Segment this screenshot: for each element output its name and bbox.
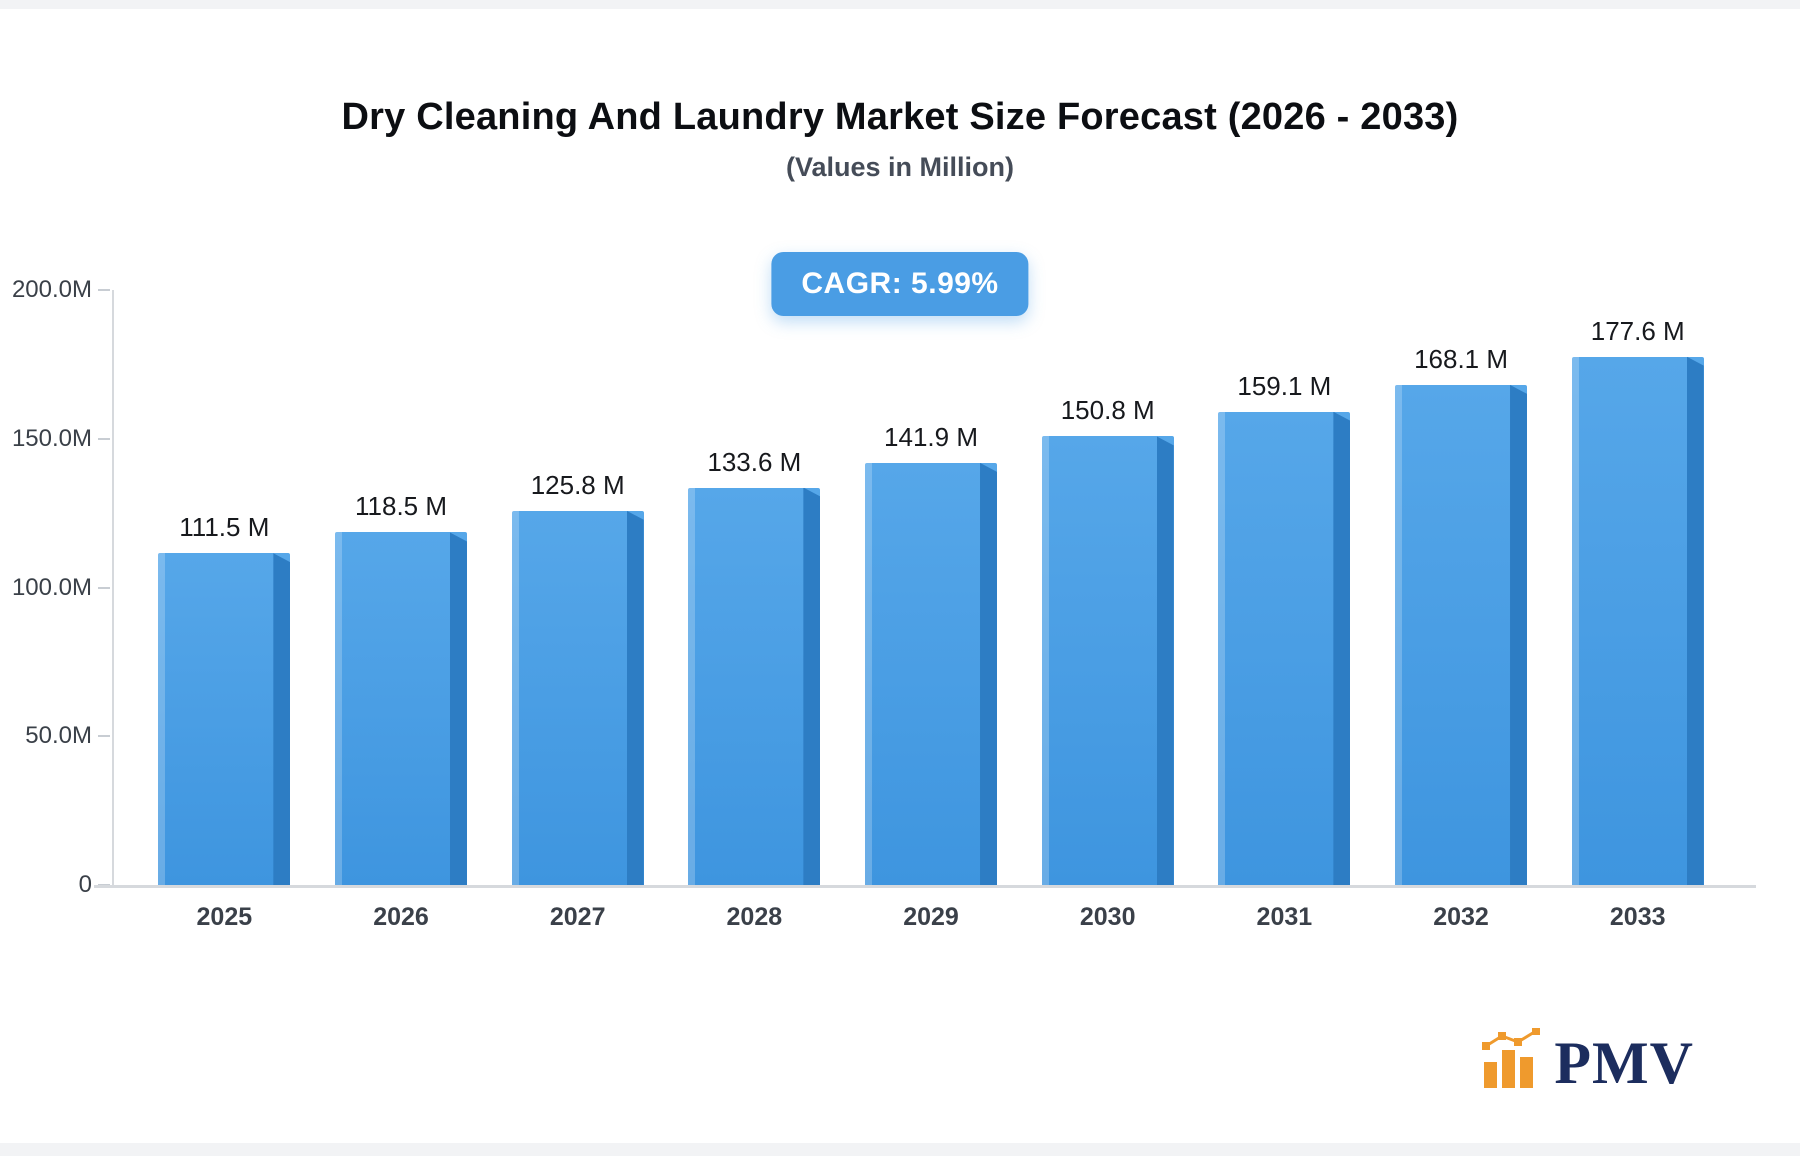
y-axis-tick-label: 200.0M [11, 276, 92, 303]
bar [335, 532, 467, 885]
bar [1571, 356, 1704, 886]
bar-group: 133.6 M [666, 290, 843, 886]
bar-group: 118.5 M [313, 290, 490, 885]
y-axis-tick-label: 50.0M [25, 722, 92, 750]
bottom-edge-strip [0, 1143, 1800, 1156]
x-axis-label: 2025 [196, 903, 253, 931]
bar-group: 159.1 M [1196, 290, 1373, 886]
y-axis-tick-mark [98, 437, 110, 440]
y-axis-tick-mark [98, 586, 110, 589]
bar-value-label: 168.1 M [1414, 343, 1509, 374]
bar-value-label: 125.8 M [530, 469, 625, 500]
cagr-badge: CAGR: 5.99% [771, 252, 1029, 316]
bar [688, 487, 821, 886]
bar-group: 141.9 M [843, 290, 1020, 886]
bar [158, 553, 291, 885]
y-axis-tick-label: 150.0M [11, 424, 92, 452]
bar-value-label: 133.6 M [707, 446, 802, 477]
x-axis-label: 2027 [549, 903, 606, 931]
y-axis-tick-mark [98, 884, 110, 886]
y-axis-tick-label: 100.0M [11, 573, 92, 601]
bar-group: 177.6 M [1549, 290, 1726, 886]
chart-title: Dry Cleaning And Laundry Market Size For… [341, 96, 1459, 138]
bar-value-label: 150.8 M [1060, 395, 1155, 426]
y-axis-tick-mark [98, 735, 110, 738]
x-axis-label: 2028 [726, 903, 783, 931]
x-axis-label: 2030 [1079, 903, 1136, 931]
bar-group: 111.5 M [136, 290, 313, 885]
bar [1395, 384, 1528, 886]
bar-group: 125.8 M [489, 290, 666, 886]
x-axis-labels: 2025 2026 2027 2028 2029 2030 2031 2032 2033 [114, 903, 1748, 932]
bar-value-label: 118.5 M [355, 491, 448, 522]
bars: 111.5 M 118.5 M 125.8 M 133.6 M 141.9 M 150.8… [114, 290, 1748, 886]
plot-area: 111.5 M 118.5 M 125.8 M 133.6 M 141.9 M 150.8… [12, 276, 1756, 931]
bar-value-label: 111.5 M [179, 512, 270, 543]
bar [511, 510, 644, 886]
bar [865, 462, 998, 886]
bar-value-label: 141.9 M [884, 421, 978, 452]
x-axis-label: 2031 [1256, 903, 1313, 931]
bar-value-label: 159.1 M [1237, 370, 1332, 401]
bar-group: 168.1 M [1373, 290, 1550, 886]
bar [1041, 436, 1174, 885]
brand-logo: PMV [1480, 1028, 1694, 1096]
y-axis-tick-mark [98, 289, 110, 291]
bar-chart-logo-icon [1482, 1028, 1541, 1088]
top-edge-strip [0, 0, 1800, 9]
x-axis-label: 2033 [1609, 903, 1666, 931]
chart-subtitle: (Values in Million) [785, 152, 1015, 182]
bar-group: 150.8 M [1019, 290, 1196, 885]
bar-value-label: 177.6 M [1590, 315, 1685, 346]
x-axis-label: 2026 [373, 903, 429, 931]
bar [1218, 411, 1351, 886]
y-axis-tick-label: 0 [78, 871, 92, 898]
x-axis-label: 2029 [903, 903, 959, 931]
brand-name: PMV [1554, 1030, 1694, 1096]
x-axis-label: 2032 [1433, 903, 1489, 931]
